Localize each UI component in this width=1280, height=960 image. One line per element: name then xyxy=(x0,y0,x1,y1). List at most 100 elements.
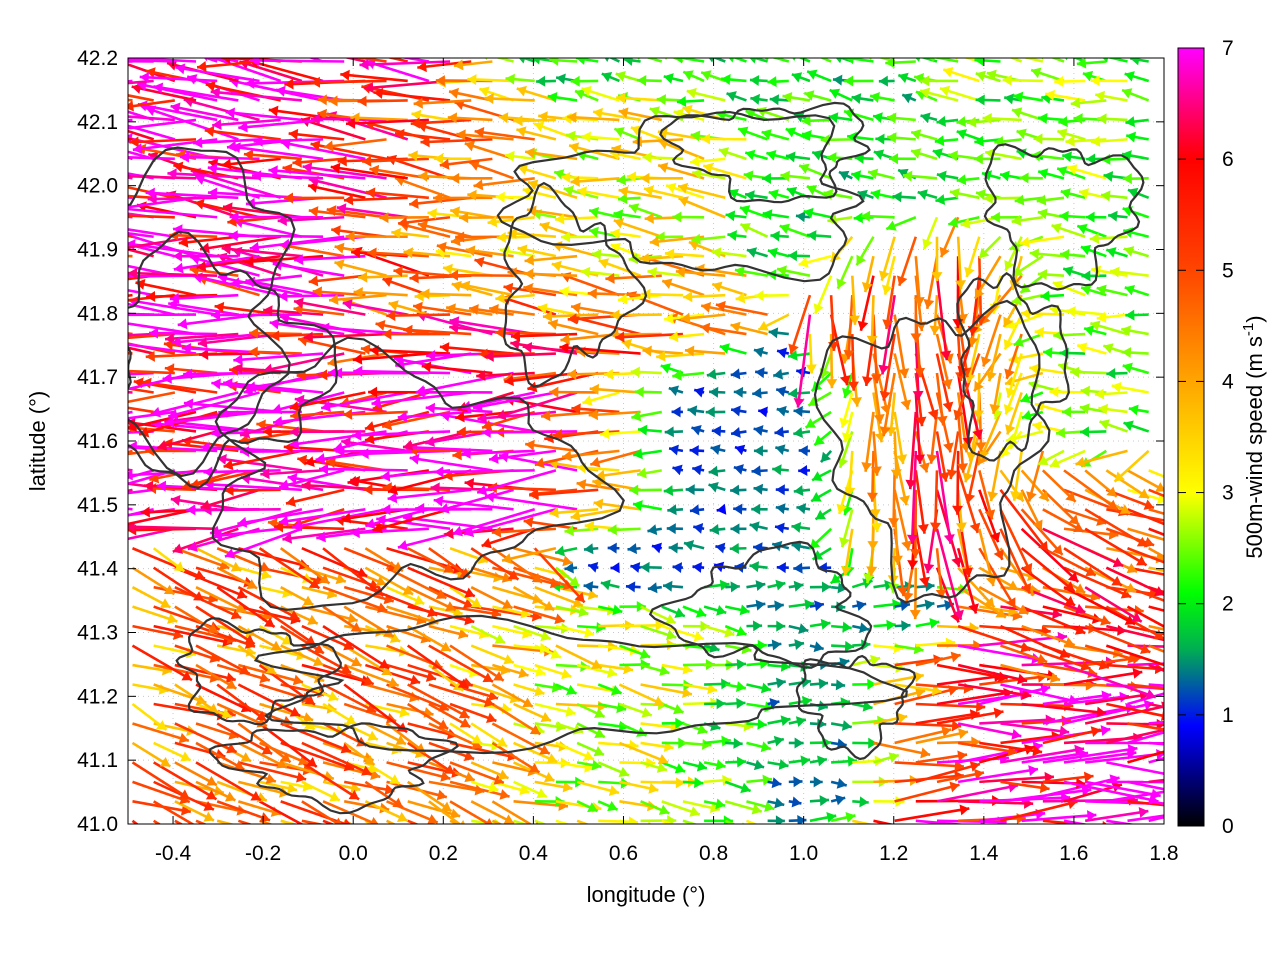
wind-vector xyxy=(831,679,846,691)
wind-vector xyxy=(788,599,815,611)
wind-vector xyxy=(906,450,918,544)
wind-vector xyxy=(128,156,175,161)
wind-vector xyxy=(510,330,578,342)
wind-vector xyxy=(663,73,684,84)
wind-vector xyxy=(128,79,154,85)
wind-vector xyxy=(618,702,653,718)
wind-vector xyxy=(470,547,520,581)
wind-vector xyxy=(128,207,218,219)
wind-vector xyxy=(1128,404,1149,416)
y-tick-label: 42.1 xyxy=(77,111,118,134)
wind-vector xyxy=(753,445,768,457)
wind-vector xyxy=(913,256,925,307)
wind-vector xyxy=(639,253,684,265)
wind-vector xyxy=(320,391,408,412)
wind-vector xyxy=(132,722,190,744)
wind-vector xyxy=(682,605,707,618)
wind-vector xyxy=(542,310,599,322)
wind-vector xyxy=(922,216,939,250)
wind-vector xyxy=(555,566,581,587)
wind-vector xyxy=(407,547,455,574)
wind-vector xyxy=(1126,605,1164,629)
wind-vector xyxy=(128,115,175,122)
terrain-contour xyxy=(211,336,625,611)
wind-vector xyxy=(375,319,430,336)
wind-vector xyxy=(767,697,780,709)
wind-vector xyxy=(382,328,451,340)
wind-vector xyxy=(597,800,619,812)
wind-vector xyxy=(767,735,785,747)
wind-vector xyxy=(128,194,154,200)
wind-vector xyxy=(581,85,620,102)
wind-vector xyxy=(754,290,789,302)
wind-vector xyxy=(258,624,293,646)
wind-vector xyxy=(935,528,964,621)
wind-vector xyxy=(587,288,641,300)
wind-vector xyxy=(588,206,620,219)
wind-vector xyxy=(495,292,535,304)
wind-vector xyxy=(323,138,387,152)
wind-vector xyxy=(725,756,747,768)
wind-vector xyxy=(128,94,154,102)
wind-vector xyxy=(674,58,705,64)
wind-vector xyxy=(128,79,133,83)
wind-vector xyxy=(1000,663,1061,684)
wind-vector xyxy=(225,107,303,122)
wind-vector xyxy=(888,470,900,528)
wind-vector xyxy=(1059,249,1086,261)
wind-vector xyxy=(618,683,665,707)
wind-vector xyxy=(371,391,472,409)
wind-vector xyxy=(803,207,832,219)
wind-vector xyxy=(839,392,854,429)
wind-vector xyxy=(352,429,451,441)
wind-vector xyxy=(974,135,1001,147)
wind-vector xyxy=(809,755,828,767)
wind-vector xyxy=(222,202,303,219)
wind-vector xyxy=(223,449,303,471)
wind-vector xyxy=(1097,113,1128,125)
wind-vector xyxy=(1026,450,1045,502)
wind-vector xyxy=(131,702,168,731)
wind-vector xyxy=(1066,164,1107,180)
wind-vector xyxy=(244,254,324,267)
wind-vector xyxy=(791,72,811,83)
wind-vector xyxy=(1109,266,1149,278)
wind-vector xyxy=(1127,731,1164,745)
wind-vector xyxy=(980,314,1002,367)
wind-vector xyxy=(504,150,535,162)
wind-vector xyxy=(523,283,578,297)
wind-vector xyxy=(758,406,768,418)
wind-vector xyxy=(753,425,768,436)
wind-vector xyxy=(447,112,493,124)
wind-vector xyxy=(888,153,916,165)
wind-vector xyxy=(156,430,218,451)
colorbar-label-superscript: -1 xyxy=(1240,323,1257,336)
wind-vector xyxy=(708,482,726,493)
wind-vector xyxy=(513,115,556,127)
wind-vector xyxy=(150,391,239,418)
x-tick-label: 0.6 xyxy=(609,842,638,865)
wind-vector xyxy=(730,523,747,535)
wind-vector xyxy=(450,206,493,219)
wind-vector xyxy=(692,168,726,180)
wind-vector xyxy=(388,300,430,316)
wind-vector xyxy=(869,92,895,103)
wind-vector xyxy=(178,235,239,248)
wind-vector xyxy=(819,450,833,464)
wind-vector xyxy=(1105,644,1164,667)
wind-vector xyxy=(451,280,493,297)
wind-vector xyxy=(1059,210,1086,222)
wind-vector xyxy=(878,236,896,281)
wind-vector xyxy=(128,156,133,161)
wind-vector xyxy=(1021,810,1097,823)
wind-vector xyxy=(987,450,1002,502)
wind-vector xyxy=(599,428,641,440)
wind-vector xyxy=(279,547,331,585)
wind-vector xyxy=(358,271,408,283)
wind-vector xyxy=(1013,91,1044,103)
wind-vector xyxy=(322,644,363,667)
colorbar-label-close: ) xyxy=(1242,315,1267,322)
wind-vector xyxy=(216,566,258,590)
wind-vector xyxy=(857,189,874,201)
wind-vector xyxy=(588,409,641,421)
